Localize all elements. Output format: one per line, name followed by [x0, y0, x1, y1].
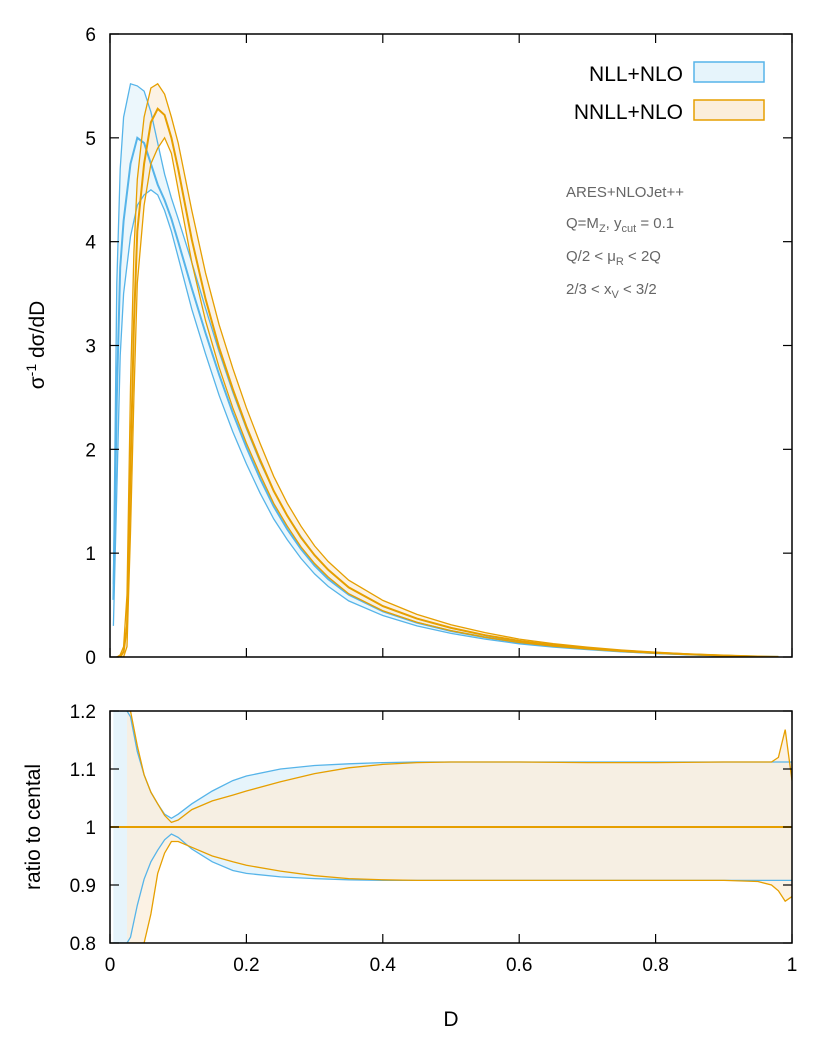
annotation-line: Q/2 < μR < 2Q [566, 248, 661, 268]
main-ylabel: σ-1 dσ/dD [23, 301, 49, 390]
y-tick-label: 5 [85, 129, 96, 150]
x-axis-label: D [443, 1008, 458, 1031]
line-nll-central [112, 136, 779, 657]
legend-label-nnll: NNLL+NLO [574, 101, 683, 124]
ratio-ylabel: ratio to cental [22, 764, 45, 890]
ratio-panel: 0 0.2 0.4 0.6 0.8 1 0.8 0.9 1 1.1 1.2 ratio to cen… [22, 702, 797, 1031]
legend-label-nll: NLL+NLO [589, 63, 683, 86]
x-tick-label: 0.2 [233, 955, 259, 976]
legend-swatch-nll [693, 61, 765, 83]
y-tick-label: 0.8 [70, 934, 96, 955]
y-tick-label: 6 [85, 25, 96, 46]
legend-entry-nnll: NNLL+NLO [574, 99, 765, 124]
y-tick-label: 0.9 [70, 876, 96, 897]
ratio-line-nnll-lower [127, 840, 792, 943]
x-tick-label: 1 [787, 955, 798, 976]
annotation-part: R [616, 256, 624, 268]
legend-entry-nll: NLL+NLO [589, 61, 765, 86]
ratio-ticks: 0 0.2 0.4 0.6 0.8 1 0.8 0.9 1 1.1 1.2 [70, 702, 798, 976]
ratio-plot-area [110, 711, 792, 943]
y-tick-label: 1.2 [70, 702, 96, 723]
y-tick-label: 1.1 [70, 760, 96, 781]
line-nnll-upper [116, 82, 779, 657]
legend-swatch-nnll [693, 99, 765, 121]
band-nll [113, 83, 779, 657]
annotation-part: = 0.1 [636, 215, 674, 232]
annotation-part: cut [622, 223, 637, 235]
annotation-part: Q=M [566, 215, 599, 232]
annotation-part: Z [599, 223, 606, 235]
main-plot-area [112, 82, 779, 657]
y-tick-label: 3 [85, 337, 96, 358]
annotation-part: < 2Q [624, 248, 661, 265]
x-tick-label: 0.4 [370, 955, 397, 976]
main-ticks: 0 1 2 3 4 5 6 [85, 25, 793, 669]
main-ylabel-rest: dσ/dD [26, 301, 49, 364]
line-nll-lower [112, 188, 779, 657]
legend: NLL+NLO NNLL+NLO [574, 61, 765, 124]
y-tick-label: 0 [85, 648, 96, 669]
x-tick-label: 0.8 [642, 955, 668, 976]
line-nnll-central [116, 107, 779, 657]
annotation-part: , y [606, 215, 622, 232]
x-tick-label: 0.6 [506, 955, 532, 976]
main-ylabel-sup: -1 [23, 364, 39, 377]
band-nnll [116, 83, 779, 657]
annotation-part: < 3/2 [619, 281, 657, 298]
y-tick-label: 1 [85, 818, 96, 839]
ratio-line-nnll-upper [127, 711, 792, 824]
y-tick-label: 1 [85, 544, 96, 565]
y-tick-label: 4 [85, 233, 96, 254]
annotations: ARES+NLOJet++ Q=MZ, ycut = 0.1 Q/2 < μR < … [566, 184, 684, 301]
annotation-part: Q/2 < μ [566, 248, 616, 265]
y-tick-label: 2 [85, 440, 96, 461]
x-tick-label: 0 [105, 955, 116, 976]
annotation-part: V [611, 289, 619, 301]
annotation-line: Q=MZ, ycut = 0.1 [566, 215, 674, 235]
line-nnll-lower [116, 136, 779, 657]
main-panel: 0 1 2 3 4 5 6 σ-1 dσ/dD NLL+NLO NNLL+NLO ARES+… [23, 25, 793, 669]
annotation-line: 2/3 < xV < 3/2 [566, 281, 657, 301]
annotation-line: ARES+NLOJet++ [566, 184, 684, 201]
annotation-part: 2/3 < x [566, 281, 612, 298]
main-ylabel-sigma: σ [26, 376, 49, 389]
